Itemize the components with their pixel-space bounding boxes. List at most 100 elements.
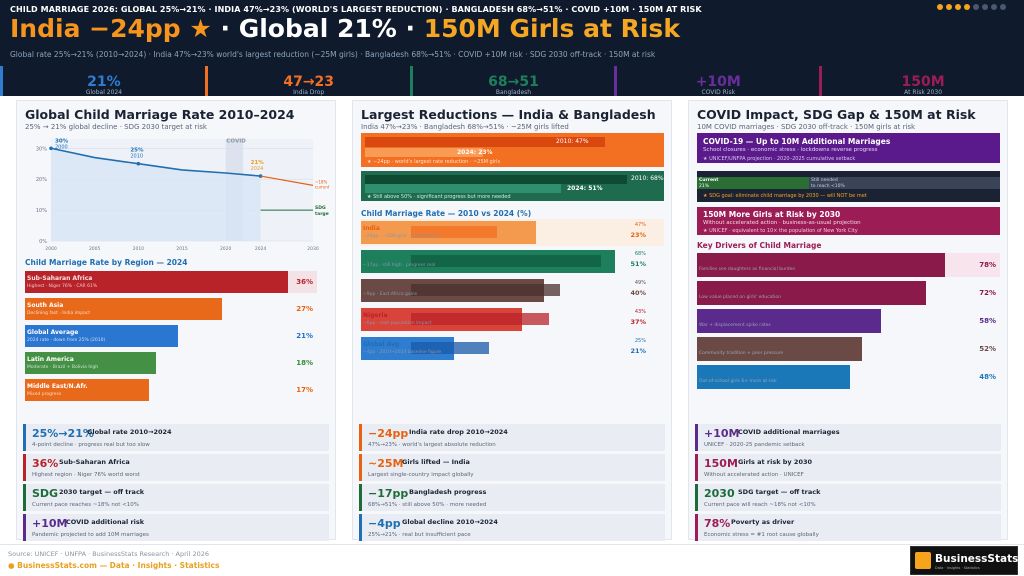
kpi-label: COVID Risk [701, 89, 736, 96]
dot-icon[interactable] [991, 4, 997, 10]
bar-2024 [411, 255, 602, 267]
region-name: Global Average [27, 329, 79, 336]
kpi-3: +10M COVID Risk [614, 66, 819, 96]
logo-subtext: Data · Insights · Statistics [935, 566, 980, 570]
india-2024-bar [365, 148, 483, 157]
driver-value: 72% [979, 289, 996, 297]
stat-desc: 47%→23% · world's largest absolute reduc… [368, 442, 496, 448]
stat-card: 2030 SDG target — off track Current pace w… [695, 484, 1001, 511]
stat-title: India rate drop 2010→2024 [409, 428, 508, 436]
global-rate-line [50, 147, 261, 177]
stat-big: 2030 [704, 487, 735, 500]
panel-global-rate: Global Child Marriage Rate 2010–2024 25%… [16, 100, 336, 541]
source-line: Source: UNICEF · UNFPA · BusinessStats R… [8, 550, 210, 558]
dot-icon[interactable] [937, 4, 943, 10]
compare-name: Ethiopia [363, 283, 391, 290]
brand-link[interactable]: ● BusinessStats.com — Data · Insights · … [8, 561, 220, 570]
data-point [258, 174, 263, 178]
brand-text[interactable]: BusinessStats.com — Data · Insights · St… [17, 561, 220, 570]
stat-title: COVID additional risk [66, 518, 145, 526]
x-tick-label: 2015 [176, 246, 188, 252]
value-2024: 37% [630, 318, 646, 326]
kpi-1: 47→23 India Drop [204, 66, 410, 96]
driver-row: Insecurity / conflict War + displacement … [697, 309, 1000, 333]
stat-title: Poverty as driver [731, 518, 795, 526]
region-name: South Asia [27, 302, 64, 309]
x-tick-label: 2024 [255, 246, 267, 252]
driver-value: 52% [979, 345, 996, 353]
stat-card: −24pp India rate drop 2010→2024 47%→23% · … [359, 424, 665, 451]
driver-value: 78% [979, 261, 996, 269]
panel-subtitle: 25% → 21% global decline · SDG 2030 targ… [25, 123, 207, 131]
annotation-value: 21% [251, 160, 265, 166]
projection-label: ~18% [315, 179, 327, 184]
region-desc: 2024 rate · down from 25% (2010) [27, 338, 106, 343]
driver-row: Poverty / economic Families see daughters… [697, 253, 1000, 277]
compare-desc: −4pp · 2010→2024 baseline figure [363, 350, 442, 355]
kpi-2: 68→51 Bangladesh [409, 66, 615, 96]
driver-row: Gender inequality Low value placed on gir… [697, 281, 1000, 305]
value-2010: 25% [634, 338, 646, 344]
driver-bar [697, 365, 850, 389]
pagination-dots[interactable] [937, 4, 1006, 10]
y-tick-label: 30% [36, 146, 47, 152]
bangladesh-note: ★ Still above 50% · significant progress… [367, 194, 511, 200]
driver-name: Poverty / economic [699, 258, 764, 265]
dot-icon[interactable] [946, 4, 952, 10]
dot-icon[interactable] [964, 4, 970, 10]
panel-title: Largest Reductions — India & Bangladesh [361, 107, 656, 122]
value-2024: 21% [630, 347, 646, 355]
bangladesh-2010-label: 2010: 68% [631, 175, 664, 182]
bar-2024 [411, 313, 550, 325]
dot-icon[interactable] [982, 4, 988, 10]
compare-desc: −6pp · vast population impact [363, 321, 432, 326]
annotation-year: 2000 [55, 144, 68, 150]
subline: Global rate 25%→21% (2010→2024) · India … [10, 50, 656, 59]
compare-desc: −17pp · still high · progress real [363, 263, 436, 268]
dot-icon[interactable] [955, 4, 961, 10]
header: CHILD MARRIAGE 2026: GLOBAL 25%→21% · IN… [0, 0, 1024, 96]
stat-big: −4pp [368, 517, 401, 530]
bangladesh-callout: 2010: 68% 2024: 51% ★ Still above 50% · … [361, 171, 664, 201]
bar-chart-icon [915, 552, 931, 569]
driver-value: 48% [979, 373, 996, 381]
annotation-value: 25% [130, 148, 144, 154]
kpi-value: 47→23 [283, 74, 335, 90]
compare-row: Global Avg −4pp · 2010→2024 baseline figu… [361, 335, 664, 362]
bangladesh-2024-bar [365, 184, 561, 193]
compare-name: India [363, 225, 380, 232]
stat-big: 78% [704, 517, 731, 530]
bangladesh-2024-label: 2024: 51% [567, 185, 603, 192]
value-2010: 68% [634, 251, 646, 257]
data-point [136, 161, 141, 166]
stat-title: Global rate 2010→2024 [87, 428, 172, 436]
dot-icon[interactable] [973, 4, 979, 10]
region-bar [25, 325, 179, 347]
dot-icon[interactable] [1000, 4, 1006, 10]
driver-row: Social / cultural norm Community traditio… [697, 337, 1000, 361]
stat-card: 36% Sub-Saharan Africa Highest region · Ni… [23, 454, 329, 481]
value-2024: 51% [630, 260, 646, 268]
panel-title: Global Child Marriage Rate 2010–2024 [25, 107, 295, 122]
region-bar [25, 352, 157, 374]
stat-title: Girls at risk by 2030 [738, 458, 813, 466]
kpi-value: 68→51 [488, 74, 539, 90]
driver-desc: Families see daughters as financial burd… [699, 267, 796, 272]
sdg-note: ★ SDG goal: eliminate child marriage by … [703, 193, 867, 199]
driver-row: Lack of education Out-of-school girls 6× … [697, 365, 1000, 389]
sdg-current-label: Current [699, 178, 719, 183]
annotation-value: 30% [55, 138, 69, 144]
value-2010: 49% [634, 280, 646, 286]
x-tick-label: 2030 [307, 246, 319, 252]
sdg-needed-bar [809, 177, 1000, 189]
kicker: CHILD MARRIAGE 2026: GLOBAL 25%→21% · IN… [10, 5, 702, 14]
stat-big: 25%→21% [32, 427, 94, 440]
headline-india: India −24pp ★ [10, 14, 212, 43]
bar-2024 [411, 284, 561, 296]
footer: Source: UNICEF · UNFPA · BusinessStats R… [0, 544, 1024, 576]
line-chart: 0%10%20%30%2000 2005 2010 2015 2020 2024 2030~… [36, 138, 329, 252]
data-point [49, 146, 53, 151]
x-tick-label: 2020 [220, 246, 232, 252]
stat-card: ~25M Girls lifted — India Largest single-c… [359, 454, 665, 481]
compare-row: India −24pp · ~25M girls · largest drop 47… [361, 219, 664, 246]
